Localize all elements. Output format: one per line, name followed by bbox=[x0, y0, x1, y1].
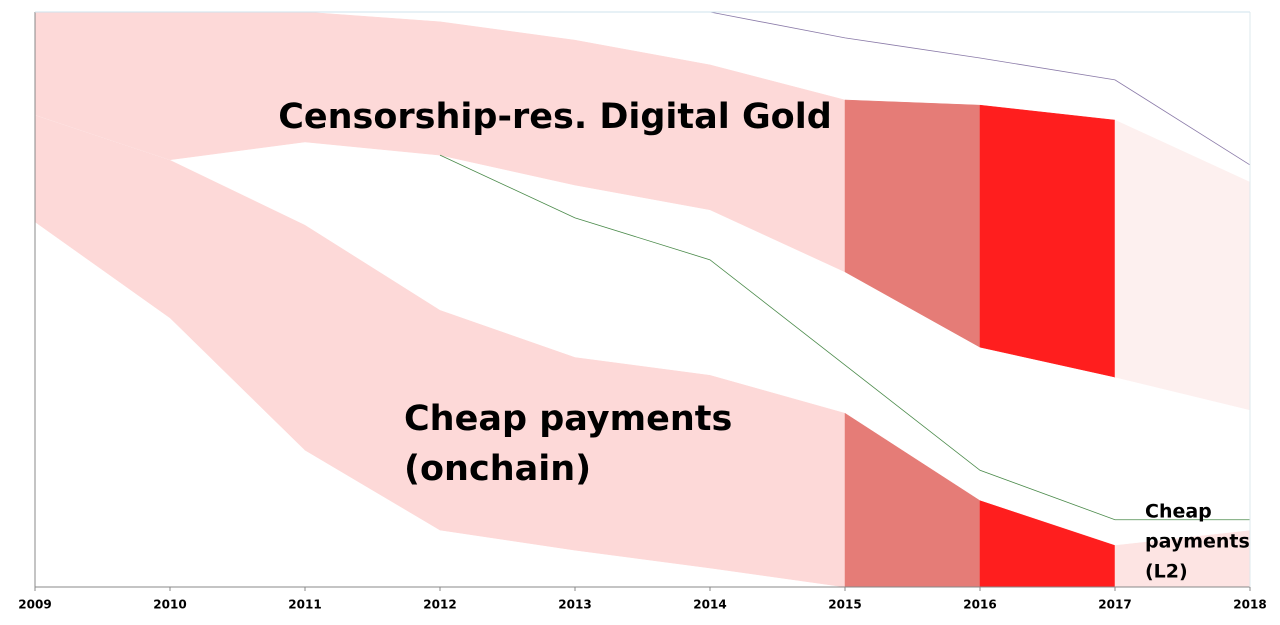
x-tick-label: 2016 bbox=[963, 598, 996, 612]
annotation: (L2) bbox=[1145, 561, 1188, 583]
x-tick-label: 2011 bbox=[288, 598, 321, 612]
x-tick-label: 2014 bbox=[693, 598, 726, 612]
x-tick-label: 2017 bbox=[1098, 598, 1131, 612]
x-tick-label: 2013 bbox=[558, 598, 591, 612]
area-segment bbox=[169, 11, 306, 161]
annotation: payments bbox=[1145, 531, 1250, 553]
annotation: Cheap bbox=[1145, 501, 1212, 523]
annotation: (onchain) bbox=[404, 449, 591, 489]
area-segment bbox=[1114, 119, 1251, 411]
area-segment bbox=[979, 104, 1116, 378]
line bbox=[439, 154, 1250, 521]
line bbox=[709, 11, 1251, 166]
x-tick-label: 2009 bbox=[18, 598, 51, 612]
area-segment bbox=[574, 356, 711, 569]
x-tick-label: 2015 bbox=[828, 598, 861, 612]
x-tick-label: 2012 bbox=[423, 598, 456, 612]
x-tick-label: 2018 bbox=[1233, 598, 1266, 612]
annotation: Censorship-res. Digital Gold bbox=[278, 97, 832, 137]
annotation: Cheap payments bbox=[404, 399, 732, 439]
area-segment bbox=[574, 184, 711, 376]
x-tick-label: 2010 bbox=[153, 598, 186, 612]
